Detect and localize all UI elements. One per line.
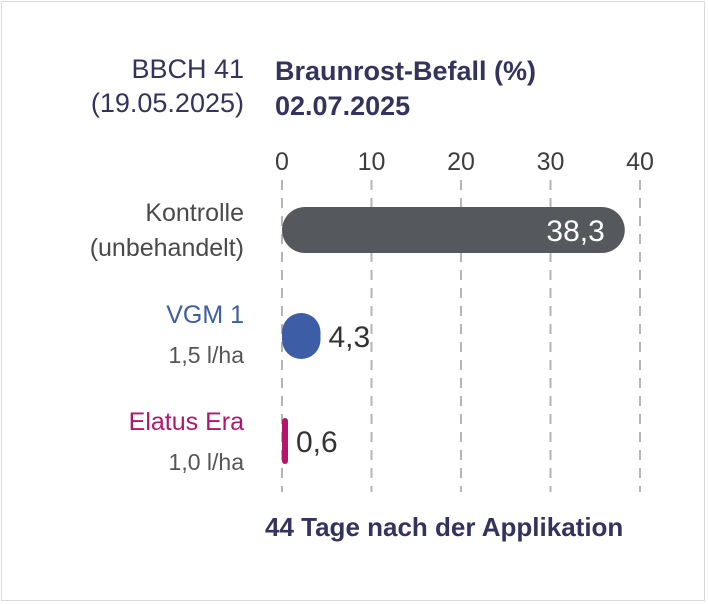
x-tick-label-10: 10 (358, 148, 386, 176)
category-sub-kontrolle: (unbehandelt) (89, 234, 244, 262)
chart-title: Braunrost-Befall (%) (275, 56, 537, 86)
category-sub-elatus-era: 1,0 l/ha (168, 449, 244, 475)
category-label-elatus-era: Elatus Era (128, 408, 244, 436)
category-label-kontrolle: Kontrolle (145, 199, 244, 227)
data-label-2: 0,6 (296, 426, 338, 459)
x-tick-label-30: 30 (537, 148, 565, 176)
x-tick-label-20: 20 (447, 148, 475, 176)
x-tick-label-40: 40 (626, 148, 654, 176)
chart-subtitle-date: 02.07.2025 (275, 91, 411, 121)
chart-footer-caption: 44 Tage nach der Applikation (265, 512, 624, 542)
bar-2 (282, 418, 288, 464)
data-label-1: 4,3 (328, 321, 370, 354)
bar-1 (282, 313, 321, 359)
growth-stage-date: (19.05.2025) (90, 88, 244, 118)
category-sub-vgm1: 1,5 l/ha (168, 342, 244, 368)
bar-0 (282, 207, 625, 253)
category-label-vgm1: VGM 1 (166, 301, 244, 329)
data-label-0: 38,3 (546, 215, 604, 248)
x-tick-label-0: 0 (275, 148, 289, 176)
growth-stage-label: BBCH 41 (131, 54, 244, 84)
